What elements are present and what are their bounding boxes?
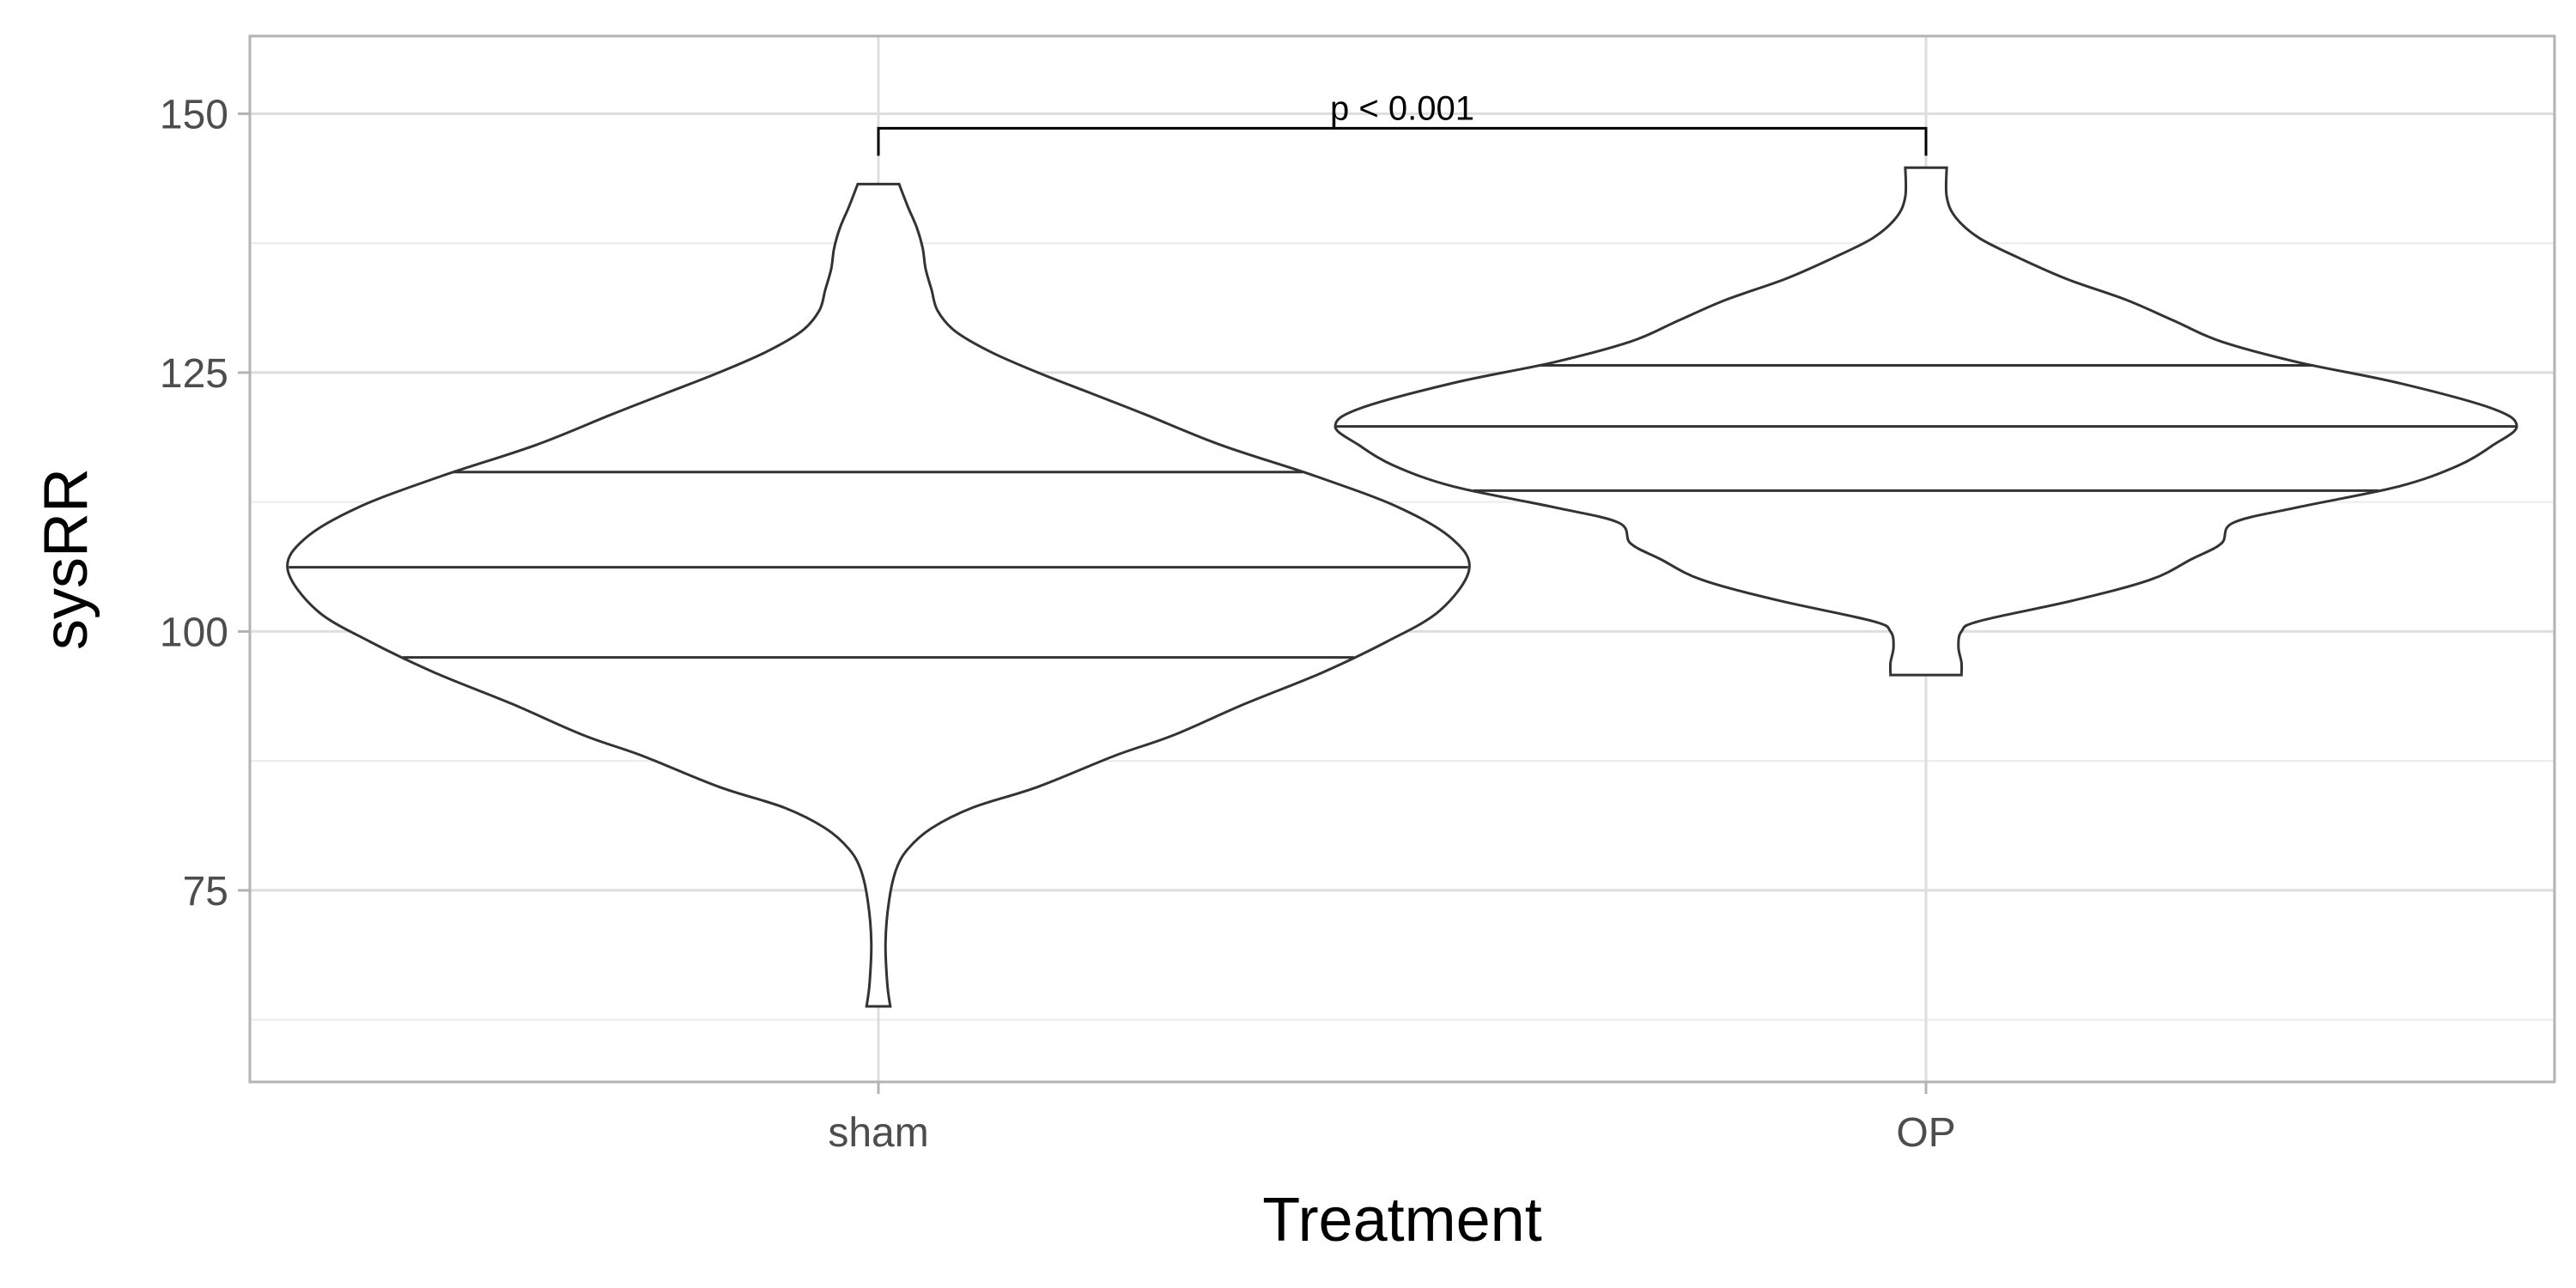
plot-panel-border	[248, 34, 2556, 1084]
y-tick-label: 75	[183, 869, 228, 914]
y-tick-label: 125	[160, 351, 228, 397]
quantile-lines	[289, 363, 2517, 659]
x-tick-label: OP	[1896, 1110, 1955, 1156]
significance-bracket: p < 0.001	[877, 89, 1928, 156]
y-tick-label: 100	[160, 610, 228, 655]
y-axis-title: sysRR	[32, 468, 100, 650]
x-axis-title: Treatment	[1262, 1186, 1541, 1255]
p-value-label: p < 0.001	[1330, 89, 1474, 127]
y-tick-label: 150	[160, 92, 228, 137]
y-axis: 75 100 125 150	[160, 92, 250, 914]
bracket-line	[877, 126, 1928, 156]
violins	[286, 166, 2518, 1008]
x-tick-label: sham	[828, 1110, 928, 1156]
violin-OP	[1334, 166, 2518, 677]
x-axis: sham OP	[828, 1082, 1956, 1156]
violin-sham	[286, 182, 1471, 1008]
